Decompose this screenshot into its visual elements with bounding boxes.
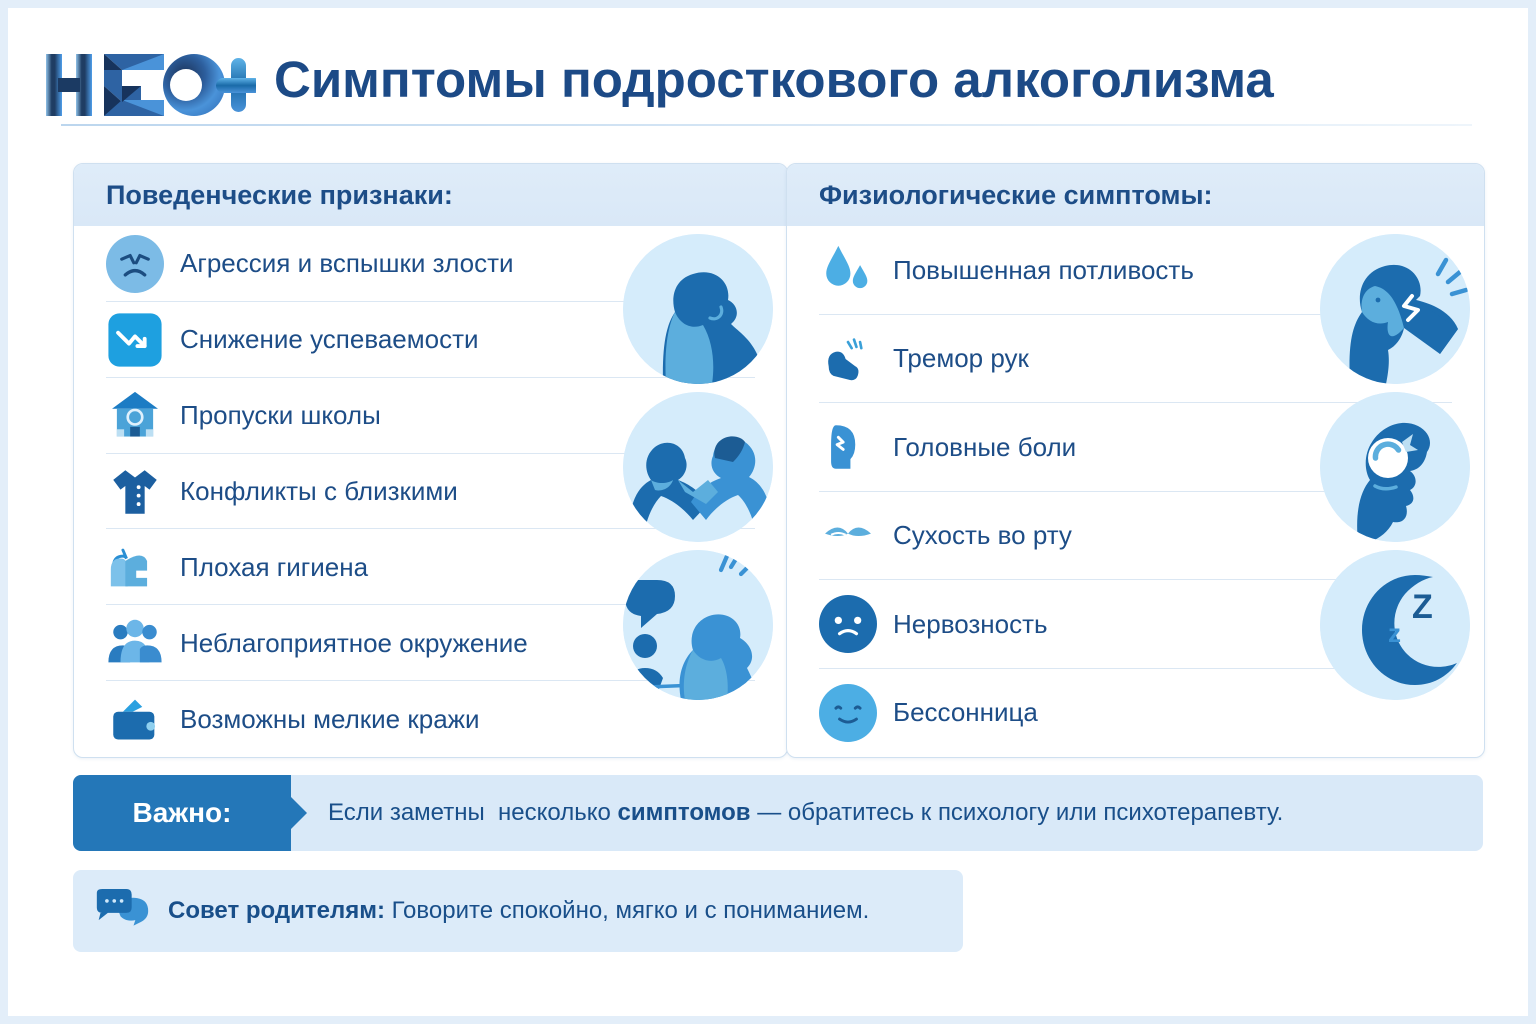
svg-text:Z: Z [1412,588,1433,626]
svg-text:z: z [1388,618,1401,648]
